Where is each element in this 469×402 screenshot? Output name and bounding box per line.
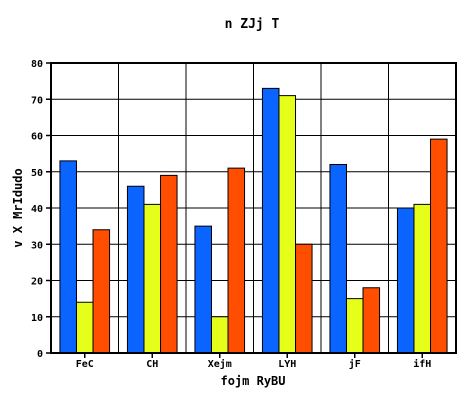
x-tick-label: ifH bbox=[413, 358, 431, 370]
bar bbox=[346, 299, 363, 353]
y-tick-label: 70 bbox=[31, 95, 43, 106]
bar bbox=[144, 204, 161, 353]
y-tick-label: 60 bbox=[31, 132, 43, 143]
bar bbox=[414, 204, 431, 353]
chart-title: n ZJj T bbox=[225, 17, 280, 32]
y-axis-label: v X MrIdudo bbox=[11, 168, 25, 247]
y-tick-label: 40 bbox=[31, 204, 43, 215]
y-tick-label: 50 bbox=[31, 168, 43, 179]
bar bbox=[76, 302, 93, 353]
bar bbox=[397, 208, 414, 353]
bar bbox=[60, 161, 77, 353]
bar bbox=[195, 226, 212, 353]
x-tick-label: CH bbox=[146, 359, 158, 370]
bar bbox=[161, 175, 178, 353]
x-axis-label: fojm RyBU bbox=[220, 374, 285, 388]
bar bbox=[93, 230, 110, 353]
bar bbox=[279, 96, 296, 353]
y-tick-label: 10 bbox=[31, 313, 43, 324]
x-tick-label: Xejm bbox=[208, 358, 232, 370]
x-tick-label: FeC bbox=[76, 359, 94, 370]
y-tick-label: 20 bbox=[31, 277, 43, 288]
bar bbox=[262, 88, 279, 353]
bar bbox=[431, 139, 448, 353]
bar bbox=[127, 186, 144, 353]
x-tick-label: jF bbox=[349, 358, 361, 370]
bar bbox=[296, 244, 313, 353]
bar bbox=[363, 288, 380, 353]
x-tick-label: LYH bbox=[278, 359, 296, 370]
bar bbox=[330, 165, 347, 354]
y-tick-label: 0 bbox=[37, 349, 43, 360]
bar bbox=[211, 317, 228, 353]
y-tick-label: 30 bbox=[31, 240, 43, 251]
y-tick-label: 80 bbox=[31, 59, 43, 70]
bar bbox=[228, 168, 245, 353]
